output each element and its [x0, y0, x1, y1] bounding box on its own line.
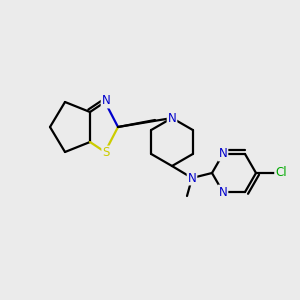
Text: N: N: [219, 147, 227, 161]
Text: N: N: [219, 186, 227, 199]
Text: N: N: [168, 112, 176, 124]
Text: N: N: [188, 172, 196, 184]
Text: Cl: Cl: [275, 167, 287, 179]
Text: S: S: [102, 146, 110, 160]
Text: N: N: [102, 94, 110, 107]
